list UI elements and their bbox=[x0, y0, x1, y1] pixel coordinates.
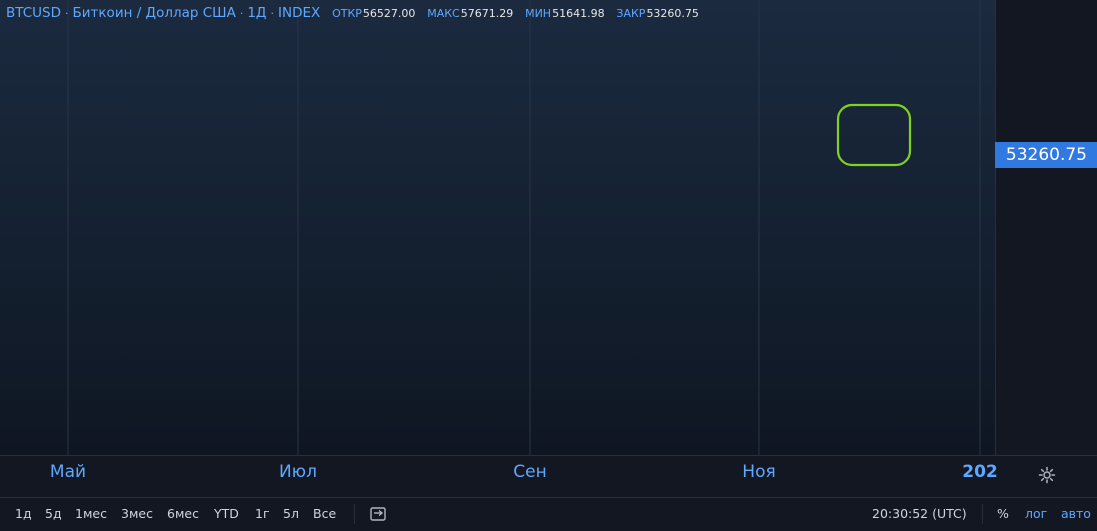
legend-dot: · bbox=[270, 7, 274, 20]
last-price-badge: 53260.75 bbox=[995, 142, 1097, 168]
price-axis[interactable]: 70000.0060000.0044000.0038000.0032000.00… bbox=[995, 0, 1097, 455]
legend-symbol[interactable]: BTCUSD bbox=[6, 5, 61, 21]
time-axis[interactable]: Май Июл Сен Ноя 202 bbox=[0, 455, 1097, 496]
timeframe-1d[interactable]: 1д bbox=[15, 506, 32, 521]
symbol-legend[interactable]: BTCUSD · Биткоин / Доллар США · 1Д · INDEX ОТК… bbox=[6, 5, 699, 21]
timeframe-5y[interactable]: 5л bbox=[283, 506, 299, 521]
utc-clock[interactable]: 20:30:52 (UTC) bbox=[872, 506, 967, 521]
timeframe-all[interactable]: Все bbox=[313, 506, 337, 521]
timeframe-1m[interactable]: 1мес bbox=[75, 506, 107, 521]
timeframe-1y[interactable]: 1г bbox=[255, 506, 270, 521]
legend-source: INDEX bbox=[277, 5, 321, 21]
legend-dot: · bbox=[239, 7, 244, 20]
bottom-toolbar: 1д 5д 1мес 3мес 6мес YTD 1г 5л Все 20:30… bbox=[0, 497, 1097, 531]
timeframe-6m[interactable]: 6мес bbox=[167, 506, 199, 521]
close-label: ЗАКР bbox=[616, 7, 646, 20]
compare-icon[interactable] bbox=[369, 505, 387, 523]
auto-toggle[interactable]: авто bbox=[1061, 506, 1091, 521]
timeframe-3m[interactable]: 3мес bbox=[121, 506, 153, 521]
low-value: 51641.98 bbox=[552, 7, 605, 20]
xtick-sep: Сен bbox=[513, 462, 547, 482]
toolbar-divider bbox=[354, 504, 355, 524]
close-value: 53260.75 bbox=[646, 7, 699, 20]
xtick-year: 202 bbox=[962, 462, 998, 482]
legend-name: Биткоин / Доллар США bbox=[72, 5, 236, 21]
legend-interval[interactable]: 1Д bbox=[247, 5, 267, 21]
high-value: 57671.29 bbox=[460, 7, 514, 20]
xtick-may: Май bbox=[49, 462, 87, 482]
low-label: МИН bbox=[525, 7, 552, 20]
high-label: МАКС bbox=[427, 7, 460, 20]
timeframe-ytd[interactable]: YTD bbox=[214, 506, 239, 521]
open-label: ОТКР bbox=[332, 7, 362, 20]
log-toggle[interactable]: лог bbox=[1025, 506, 1048, 521]
xtick-jul: Июл bbox=[279, 462, 317, 482]
price-chart[interactable] bbox=[0, 0, 995, 455]
legend-dot: · bbox=[65, 7, 69, 20]
xtick-nov: Ноя bbox=[742, 462, 776, 482]
open-value: 56527.00 bbox=[362, 7, 416, 20]
gear-icon[interactable] bbox=[1038, 466, 1056, 484]
grid bbox=[67, 0, 981, 455]
highlight-box bbox=[836, 103, 912, 167]
chart-area[interactable]: BTCUSD · Биткоин / Доллар США · 1Д · INDEX ОТК… bbox=[0, 0, 995, 455]
timeframe-5d[interactable]: 5д bbox=[45, 506, 62, 521]
toolbar-divider bbox=[982, 504, 983, 524]
percent-toggle[interactable]: % bbox=[997, 506, 1009, 521]
